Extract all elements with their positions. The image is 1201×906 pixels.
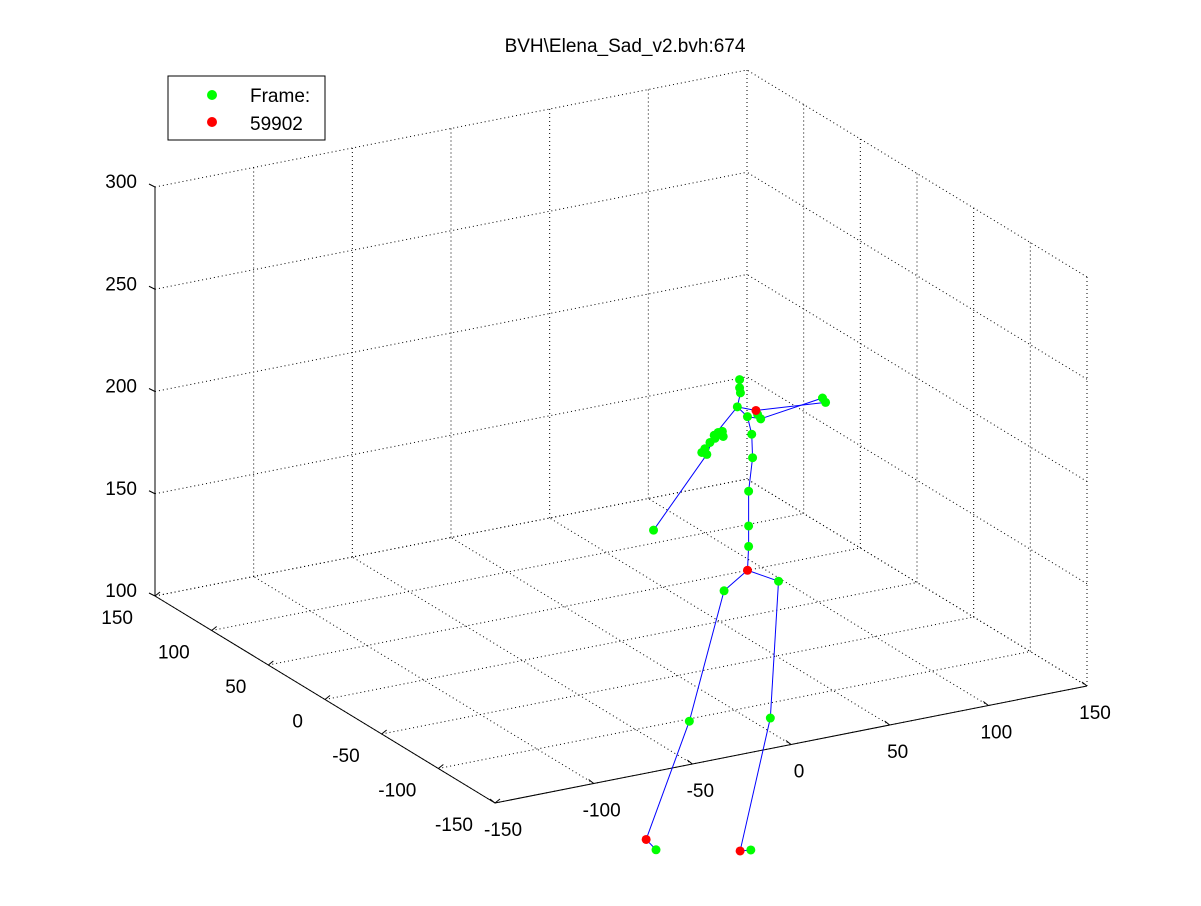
skeleton-bone [748, 457, 754, 492]
x-tick-mark [884, 720, 890, 726]
y-tick-label: 0 [292, 712, 303, 733]
x-tick-mark [983, 701, 989, 706]
legend-marker-frame [207, 90, 217, 100]
joint-marker [747, 429, 757, 439]
y-tick-mark [381, 729, 387, 735]
z-tick-mark [148, 490, 156, 495]
x-tick-mark [687, 759, 693, 765]
floor-grid-line-y [438, 651, 1031, 769]
skeleton-bone [723, 569, 748, 592]
skeleton-bone [760, 397, 823, 420]
x-tick-mark [1081, 681, 1088, 687]
axis-ticks: -150 -100 -50 0 50 100 150 -150 -100 -50 0 50 100 150… [101, 172, 1111, 841]
floor-grid-line-y [381, 616, 974, 735]
skeleton-bone [739, 717, 771, 852]
skeleton-bone [645, 721, 690, 840]
x-tick-label: -50 [687, 781, 714, 802]
joint-marker [702, 449, 712, 459]
legend-label-frame: Frame: [250, 86, 310, 107]
back-wall-grid-line-z [154, 478, 748, 597]
z-tick-mark [148, 285, 156, 290]
floor-grid-line-y [268, 547, 861, 666]
z-tick-mark [148, 592, 156, 597]
joint-marker [744, 521, 754, 531]
legend-label-frame-number: 59902 [250, 114, 303, 135]
y-tick-label: -50 [332, 746, 359, 767]
joint-marker [651, 845, 661, 855]
skeleton-bone [755, 401, 826, 411]
x-tick-label: -100 [583, 801, 621, 822]
joint-marker [765, 713, 775, 723]
x-tick-label: 100 [980, 723, 1012, 744]
joint-marker [742, 412, 752, 422]
legend-marker-frame-number [207, 117, 217, 127]
x-tick-mark [785, 740, 792, 745]
skeleton-bones [645, 379, 826, 852]
joint-markers [641, 375, 831, 856]
skeleton-bone [747, 569, 779, 582]
joint-marker [744, 541, 754, 551]
root-joint-marker [751, 405, 761, 415]
x-tick-label: 150 [1079, 703, 1111, 724]
y-tick-mark [324, 695, 331, 700]
joint-marker [649, 525, 659, 535]
joint-marker [746, 845, 756, 855]
joint-marker [705, 437, 715, 447]
back-wall-grid-line-z [154, 376, 748, 495]
joint-marker [684, 716, 694, 726]
floor-grid-line-y [211, 513, 804, 631]
x-tick-mark [588, 779, 594, 784]
x-tick-label: 0 [794, 762, 805, 783]
skeleton-bone [688, 590, 725, 722]
y-tick-mark [154, 591, 161, 597]
legend: Frame: 59902 [167, 75, 326, 141]
floor-grid-line-y [324, 582, 918, 700]
y-tick-mark [438, 764, 444, 769]
root-joint-marker [742, 565, 752, 575]
y-tick-mark [211, 626, 217, 631]
back-wall-grid-line-z [154, 274, 748, 392]
joint-marker [748, 453, 758, 463]
y-tick-label: -100 [378, 781, 416, 802]
y-tick-label: 100 [158, 643, 190, 664]
joint-marker [774, 576, 784, 586]
z-tick-label: 150 [105, 479, 137, 500]
back-wall-grid-line-z [154, 171, 748, 290]
z-tick-label: 100 [105, 581, 137, 602]
y-tick-mark [268, 660, 274, 666]
legend-box [167, 75, 326, 141]
joint-marker [732, 402, 742, 412]
x-tick-label: -150 [484, 820, 522, 841]
root-joint-marker [735, 846, 745, 856]
x-tick-mark [489, 798, 496, 804]
z-tick-label: 250 [105, 274, 137, 295]
y-tick-label: 50 [225, 677, 246, 698]
joint-marker [821, 397, 831, 407]
x-tick-label: 50 [887, 742, 908, 763]
joint-marker [719, 586, 729, 596]
skeleton-bone [769, 581, 780, 719]
z-tick-label: 200 [105, 377, 137, 398]
joint-marker [744, 486, 754, 496]
z-tick-label: 300 [105, 172, 137, 193]
y-tick-label: -150 [435, 815, 473, 836]
joint-marker [735, 375, 745, 385]
z-tick-mark [148, 388, 156, 392]
skeleton-bone [653, 454, 708, 531]
root-joint-marker [641, 834, 651, 844]
chart-title: BVH\Elena_Sad_v2.bvh:674 [505, 36, 746, 57]
joint-marker [717, 426, 727, 436]
joint-marker [735, 388, 745, 398]
back-wall-grid-line-z [154, 69, 748, 188]
z-tick-mark [148, 183, 156, 188]
y-tick-label: 150 [101, 608, 133, 629]
y-tick-mark [494, 798, 501, 804]
joint-marker [756, 414, 766, 424]
